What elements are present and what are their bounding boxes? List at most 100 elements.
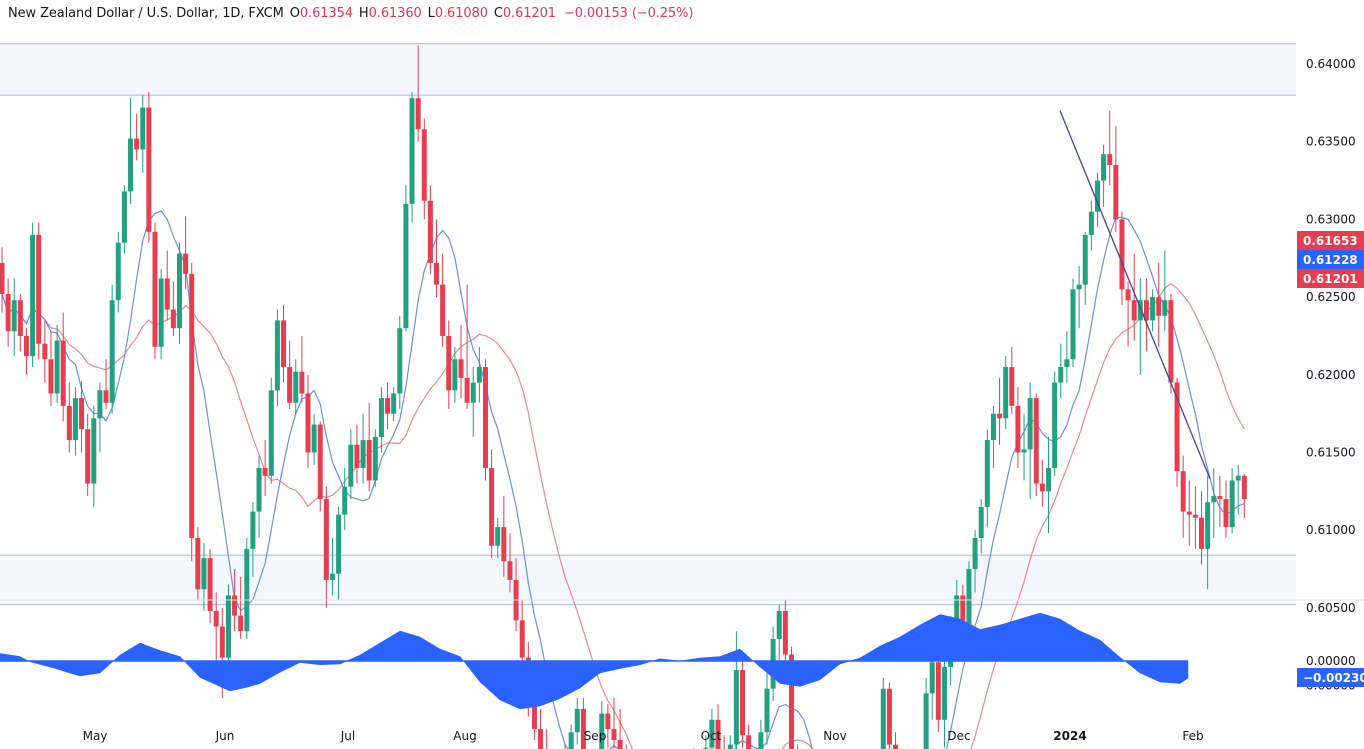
candle [121,191,127,243]
candle [225,595,231,658]
candle [733,670,739,745]
candle [0,262,5,294]
time-axis[interactable]: May Jun Jul Aug Sep Oct Nov Dec 2024 Feb [83,729,1204,743]
candle [1082,234,1088,285]
candle [990,413,996,441]
price-tag-label: 0.61228 [1303,253,1358,267]
price-axis[interactable]: 0.645000.640000.635000.630000.625000.620… [1306,0,1356,749]
candle [599,713,605,749]
candle [984,440,990,507]
candle [1150,297,1156,321]
candle [140,107,146,150]
low-value: 0.61080 [434,6,488,21]
price-tick-label: 0.64000 [1306,57,1356,71]
oscillator-area [0,612,1189,710]
candle [115,242,121,301]
candle [1119,219,1125,290]
candle [935,662,941,720]
candle [1015,405,1021,453]
candle [1180,471,1186,512]
candle [311,424,317,453]
time-label: May [83,729,108,743]
candle [336,514,342,574]
candle [183,253,189,274]
candle [305,393,311,453]
candle [531,701,537,730]
candle [250,511,256,549]
candle [42,343,48,360]
close-value: 0.61201 [502,6,556,21]
candle [1205,502,1211,549]
candle [372,436,378,481]
zone-fill [0,43,1296,96]
candle [238,615,244,632]
candle [972,537,978,570]
candle [342,486,348,515]
candle [262,468,268,476]
candle [213,611,219,627]
candle [134,138,140,150]
candle [189,273,195,538]
candle [476,367,482,383]
candle [1223,499,1229,528]
oscillator-value-label: −0.00230 [1303,671,1364,685]
candle [176,253,182,329]
candle [54,340,60,394]
candle [1027,398,1033,450]
candle [1156,297,1162,316]
candle [5,293,11,332]
candle [232,595,238,616]
candle [617,739,623,749]
candle [727,744,733,749]
candle [507,561,513,580]
candle [299,371,305,394]
candle [1076,284,1082,290]
candle [1186,511,1192,515]
candle [580,708,586,749]
candle [1088,211,1094,235]
candle [1021,449,1027,453]
candle [470,382,476,403]
candle [60,340,66,406]
price-tick-label: 0.60500 [1306,601,1356,615]
candle [91,418,97,484]
candle [482,367,488,469]
candle [746,735,752,749]
candle [293,371,299,403]
candle [1143,300,1149,321]
candle [409,98,415,204]
candle [1052,382,1058,469]
candle [274,320,280,391]
candle [703,747,709,749]
candle [788,654,794,749]
candle [72,398,78,441]
candle [1039,483,1045,492]
price-tag [1297,250,1364,269]
candle [378,398,384,437]
candle [776,611,782,639]
time-label: Sep [584,729,607,743]
candle [538,729,544,749]
candle [997,413,1003,419]
candle [421,129,427,201]
oscillator-zero-label: 0.00000 [1306,654,1356,668]
candle [152,231,158,347]
time-label: Dec [947,729,970,743]
candle [385,398,391,414]
candle [109,300,115,403]
candle [923,693,929,749]
candle [440,284,446,336]
price-tag-label: 0.61201 [1303,272,1358,286]
candle [11,300,17,332]
candle [256,468,262,512]
price-tick-label: 0.62500 [1306,290,1356,304]
time-label: Feb [1182,729,1203,743]
candle [434,262,440,285]
candle [30,234,36,357]
candle [48,359,54,394]
candle [715,719,721,749]
candle [1131,300,1137,321]
candle [415,98,421,130]
trendline[interactable] [1059,110,1211,480]
